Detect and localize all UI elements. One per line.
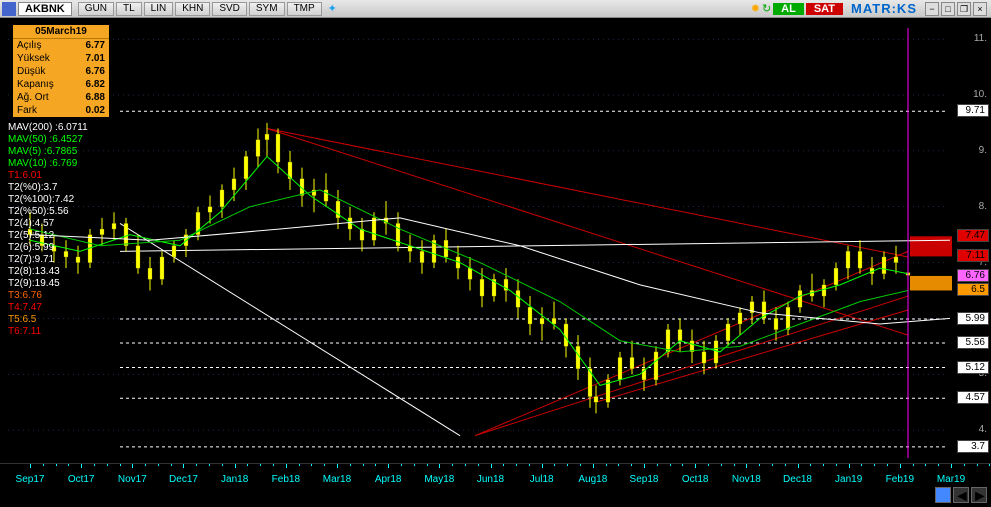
minimize-button[interactable]: − [925, 2, 939, 16]
info-row: Fark0.02 [13, 104, 109, 117]
x-axis-label: Sep18 [630, 474, 659, 485]
info-row: Ağ. Ort6.88 [13, 91, 109, 104]
price-zone-tag: 6.5 [957, 283, 989, 296]
nav-controls: ◄ ► [935, 487, 987, 503]
toolbar-btn-tl[interactable]: TL [116, 2, 142, 16]
price-zone-tag: 6.76 [957, 269, 989, 282]
y-grid-label: 4. [979, 424, 987, 435]
x-axis-label: Dec17 [169, 474, 198, 485]
buy-button[interactable]: AL [773, 3, 804, 15]
x-axis-label: Nov18 [732, 474, 761, 485]
indicator-line: MAV(5) :6.7865 [8, 146, 88, 158]
x-axis-label: Dec18 [783, 474, 812, 485]
indicator-line: T2(8):13.43 [8, 266, 88, 278]
x-axis-label: Feb19 [886, 474, 914, 485]
indicator-line: T2(4):4.57 [8, 218, 88, 230]
x-axis-label: Mar18 [323, 474, 351, 485]
indicator-line: T2(5):5.12 [8, 230, 88, 242]
toolbar-btn-sym[interactable]: SYM [249, 2, 285, 16]
price-tag: 5.12 [957, 361, 989, 374]
indicator-line: T2(%0):3.7 [8, 182, 88, 194]
price-zone-tag: 7.11 [957, 249, 989, 262]
twitter-icon[interactable]: ✦ [328, 2, 337, 15]
indicator-line: T2(7):9.71 [8, 254, 88, 266]
indicator-list: MAV(200) :6.0711MAV(50) :6.4527MAV(5) :6… [8, 122, 88, 338]
bulb-icon[interactable]: ✹ [751, 2, 760, 15]
y-grid-label: 11. [974, 33, 987, 44]
price-tag: 5.56 [957, 336, 989, 349]
toolbar-btn-khn[interactable]: KHN [175, 2, 210, 16]
indicator-line: T5:6.5 [8, 314, 88, 326]
indicator-line: MAV(200) :6.0711 [8, 122, 88, 134]
price-tag: 4.57 [957, 391, 989, 404]
x-axis-label: Sep17 [16, 474, 45, 485]
info-row: Düşük6.76 [13, 65, 109, 78]
indicator-line: MAV(50) :6.4527 [8, 134, 88, 146]
x-axis-label: Oct18 [682, 474, 709, 485]
indicator-line: T6:7.11 [8, 326, 88, 338]
price-tag: 9.71 [957, 104, 989, 117]
scroll-left-icon[interactable]: ◄ [953, 487, 969, 503]
x-axis-label: Mar19 [937, 474, 965, 485]
maximize-button[interactable]: □ [941, 2, 955, 16]
toolbar-btn-gun[interactable]: GUN [78, 2, 114, 16]
scroll-right-icon[interactable]: ► [971, 487, 987, 503]
y-grid-label: 8. [979, 201, 987, 212]
x-axis: Sep17 Oct17 Nov17 Dec17 Jan18 Feb18 Mar18 Apr18… [0, 463, 991, 507]
price-tag: 5.99 [957, 312, 989, 325]
price-tag: 3.7 [957, 440, 989, 453]
x-axis-label: Jul18 [530, 474, 554, 485]
toolbar-btn-tmp[interactable]: TMP [287, 2, 322, 16]
toolbar-btn-svd[interactable]: SVD [212, 2, 247, 16]
y-axis: 4.5.6.7.8.9.10.11.9.715.995.565.124.573.… [951, 18, 991, 463]
toolbar: AKBNK GUNTLLINKHNSVDSYMTMP ✦ ✹ ↻ AL SAT … [0, 0, 991, 18]
indicator-line: T1:6.01 [8, 170, 88, 182]
toolbar-btn-lin[interactable]: LIN [144, 2, 174, 16]
toolbar-left: AKBNK GUNTLLINKHNSVDSYMTMP ✦ [0, 2, 337, 16]
refresh-chart-icon[interactable] [935, 487, 951, 503]
indicator-line: T3:6.76 [8, 290, 88, 302]
restore-button[interactable]: ❐ [957, 2, 971, 16]
y-grid-label: 9. [979, 145, 987, 156]
info-row: Açılış6.77 [13, 39, 109, 52]
x-axis-label: Jan19 [835, 474, 862, 485]
x-axis-label: Nov17 [118, 474, 147, 485]
chart-canvas [0, 18, 991, 463]
app-logo-icon [2, 2, 16, 16]
info-row: Yüksek7.01 [13, 52, 109, 65]
indicator-line: T4:7.47 [8, 302, 88, 314]
toolbar-right: ✹ ↻ AL SAT MATR:KS − □ ❐ × [751, 1, 991, 16]
close-button[interactable]: × [973, 2, 987, 16]
info-row: Kapanış6.82 [13, 78, 109, 91]
indicator-line: T2(%100):7.42 [8, 194, 88, 206]
x-axis-label: Aug18 [578, 474, 607, 485]
x-axis-label: Apr18 [375, 474, 402, 485]
indicator-line: T2(%50):5.56 [8, 206, 88, 218]
brand-label: MATR:KS [845, 1, 923, 16]
x-axis-label: Jun18 [477, 474, 504, 485]
info-date: 05March19 [13, 25, 109, 39]
ohlc-info-box: 05March19 Açılış6.77Yüksek7.01Düşük6.76K… [12, 24, 110, 118]
refresh-icon[interactable]: ↻ [762, 2, 771, 15]
ticker-symbol[interactable]: AKBNK [18, 2, 72, 16]
price-zone-tag: 7.47 [957, 229, 989, 242]
x-axis-label: Feb18 [272, 474, 300, 485]
indicator-line: T2(9):19.45 [8, 278, 88, 290]
sell-button[interactable]: SAT [806, 3, 843, 15]
indicator-line: MAV(10) :6.769 [8, 158, 88, 170]
x-axis-label: Jan18 [221, 474, 248, 485]
x-axis-label: May18 [424, 474, 454, 485]
chart-area[interactable]: 05March19 Açılış6.77Yüksek7.01Düşük6.76K… [0, 18, 991, 463]
y-grid-label: 10. [973, 89, 987, 100]
indicator-line: T2(6):5.99 [8, 242, 88, 254]
x-axis-label: Oct17 [68, 474, 95, 485]
